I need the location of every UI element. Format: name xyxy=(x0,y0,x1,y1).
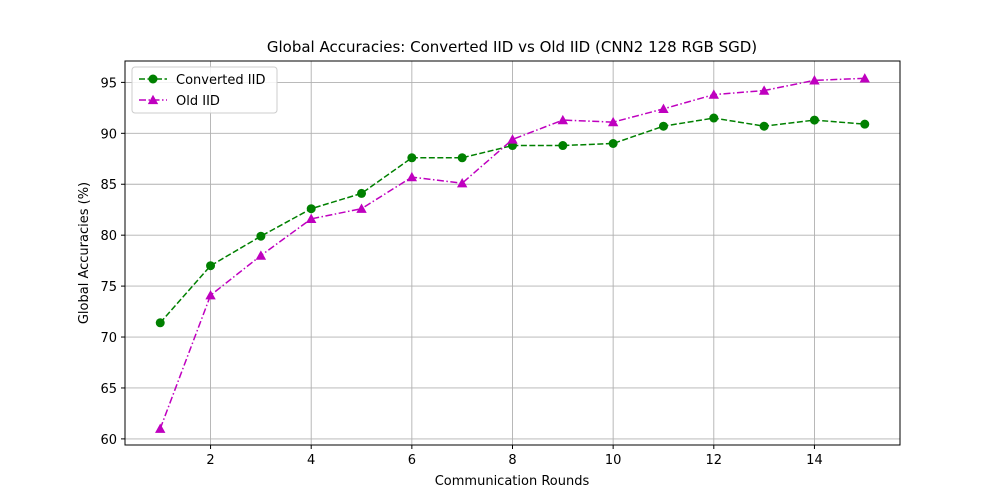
legend-label: Old IID xyxy=(176,94,220,109)
legend-box xyxy=(131,66,278,114)
y-tick-label: 60 xyxy=(100,433,117,448)
x-axis-label: Communication Rounds xyxy=(435,474,590,489)
x-tick-label: 4 xyxy=(307,453,315,468)
data-point xyxy=(759,121,769,131)
data-point xyxy=(709,113,719,123)
grid-lines xyxy=(125,61,900,445)
y-tick-label: 95 xyxy=(100,76,117,91)
y-tick-label: 85 xyxy=(100,178,117,193)
series-2 xyxy=(155,73,870,433)
y-tick-label: 90 xyxy=(100,127,117,142)
data-point xyxy=(255,250,267,260)
data-point xyxy=(507,134,518,144)
x-tick-label: 14 xyxy=(806,453,823,468)
y-tick-label: 70 xyxy=(100,331,117,346)
data-point xyxy=(658,121,668,131)
data-point xyxy=(457,153,467,163)
data-point xyxy=(859,73,870,83)
legend-marker xyxy=(148,74,158,84)
x-tick-label: 10 xyxy=(605,453,622,468)
data-point xyxy=(456,178,468,188)
data-point xyxy=(357,188,367,198)
data-point xyxy=(205,290,216,300)
data-point xyxy=(256,231,266,241)
x-tick-label: 8 xyxy=(508,453,516,468)
series-layer xyxy=(155,73,870,433)
x-tick-label: 12 xyxy=(706,453,723,468)
data-point xyxy=(356,203,367,213)
data-point xyxy=(658,103,669,114)
data-point xyxy=(708,89,719,99)
y-tick-label: 75 xyxy=(100,280,117,295)
data-point xyxy=(809,75,820,85)
y-axis-label: Global Accuracies (%) xyxy=(77,182,92,324)
axis-ticks: 2 4 6 8 10 12 14 60 65 70 75 80 85 90 95 xyxy=(100,76,822,468)
x-tick-label: 2 xyxy=(206,453,214,468)
series-1 xyxy=(155,113,870,328)
legend-label: Converted IID xyxy=(176,73,265,88)
data-point xyxy=(557,114,569,125)
data-point xyxy=(608,139,618,149)
x-tick-label: 6 xyxy=(408,453,416,468)
y-tick-label: 65 xyxy=(100,382,117,397)
legend: Converted IID Old IID xyxy=(131,66,278,114)
data-point xyxy=(306,204,316,214)
data-point xyxy=(860,119,870,129)
data-point xyxy=(758,85,770,95)
data-point xyxy=(306,213,317,224)
data-point xyxy=(155,318,165,328)
legend-marker xyxy=(147,94,159,105)
series-line xyxy=(159,77,865,429)
data-point xyxy=(407,153,417,163)
y-tick-label: 80 xyxy=(100,229,117,244)
chart-title: Global Accuracies: Converted IID vs Old … xyxy=(267,38,757,56)
data-point xyxy=(406,171,418,182)
data-point xyxy=(558,141,568,151)
data-point xyxy=(607,116,619,127)
data-point xyxy=(206,261,216,271)
data-point xyxy=(809,115,819,125)
data-point xyxy=(155,423,166,433)
